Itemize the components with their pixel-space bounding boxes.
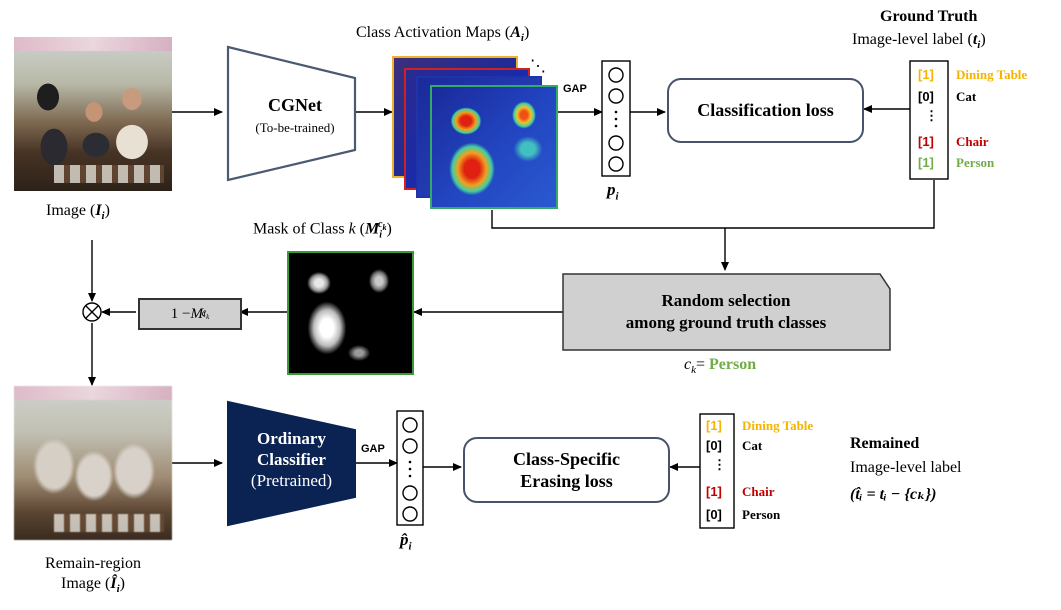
gt-value-chair: [1] <box>918 134 934 149</box>
ck-label: ck= Person <box>684 356 757 377</box>
ordinary-classifier-text: Ordinary Classifier (Pretrained) <box>250 429 333 490</box>
cam-ddots: ⋱ <box>530 58 546 75</box>
gt-value-cat: [0] <box>918 89 934 104</box>
image-label: Image (Ii) <box>46 202 110 223</box>
gt-subtitle: Image-level label (ti) <box>852 31 986 52</box>
gap-label-top: GAP <box>563 83 587 95</box>
cse-loss-box: Class-Specific Erasing loss <box>463 437 670 503</box>
remained-label-person: Person <box>742 507 781 522</box>
gt-vector-frame <box>909 60 949 180</box>
cam-map-person <box>430 85 558 209</box>
mask-title: Mask of Class k (Mick) <box>253 219 392 241</box>
random-selection-shape <box>562 273 891 351</box>
ordinary-classifier-shape <box>227 400 356 527</box>
gt-label-person: Person <box>956 155 995 170</box>
remained-label-chair: Chair <box>742 484 775 499</box>
remained-value-ellipsis: ⋮ <box>713 457 726 472</box>
remain-label: Remain-region Image (Îi) <box>45 555 141 596</box>
cgnet-title: CGNet <box>268 95 322 115</box>
gt-label-dining-table: Dining Table <box>956 67 1028 82</box>
cgnet-subtitle: (To-be-trained) <box>255 120 335 135</box>
remained-value-person: [0] <box>706 507 722 522</box>
remained-subtitle: Image-level label <box>850 459 962 476</box>
line-cams-down <box>491 210 725 229</box>
classification-loss-box: Classification loss <box>667 78 864 143</box>
gt-value-person: [1] <box>918 155 934 170</box>
cam-title: Class Activation Maps (Ai) <box>356 24 530 45</box>
input-image <box>14 37 172 191</box>
remained-label-dining-table: Dining Table <box>742 418 814 433</box>
gt-label-cat: Cat <box>956 89 977 104</box>
remain-region-image <box>14 386 172 540</box>
remained-vector-frame <box>699 413 735 529</box>
random-selection-text: Random selection among ground truth clas… <box>625 291 827 332</box>
remained-formula: (t̂ᵢ = tᵢ − {cₖ}) <box>850 486 937 503</box>
cgnet-shape <box>226 45 357 182</box>
gap-label-bottom: GAP <box>361 443 385 455</box>
remained-value-cat: [0] <box>706 438 722 453</box>
p-label: pi <box>607 180 619 203</box>
cam-stack: ⋱ <box>392 56 558 211</box>
remained-label-cat: Cat <box>742 438 763 453</box>
remained-value-dining-table: [1] <box>706 418 722 433</box>
phat-label: p̂i <box>400 530 412 553</box>
mask-image <box>287 251 414 375</box>
gt-title: Ground Truth <box>880 8 978 25</box>
line-gt-down <box>725 180 935 229</box>
remained-value-chair: [1] <box>706 484 722 499</box>
remained-title: Remained <box>850 435 920 452</box>
gt-label-chair: Chair <box>956 134 989 149</box>
gt-value-ellipsis: ⋮ <box>925 108 938 123</box>
gt-value-dining-table: [1] <box>918 67 934 82</box>
